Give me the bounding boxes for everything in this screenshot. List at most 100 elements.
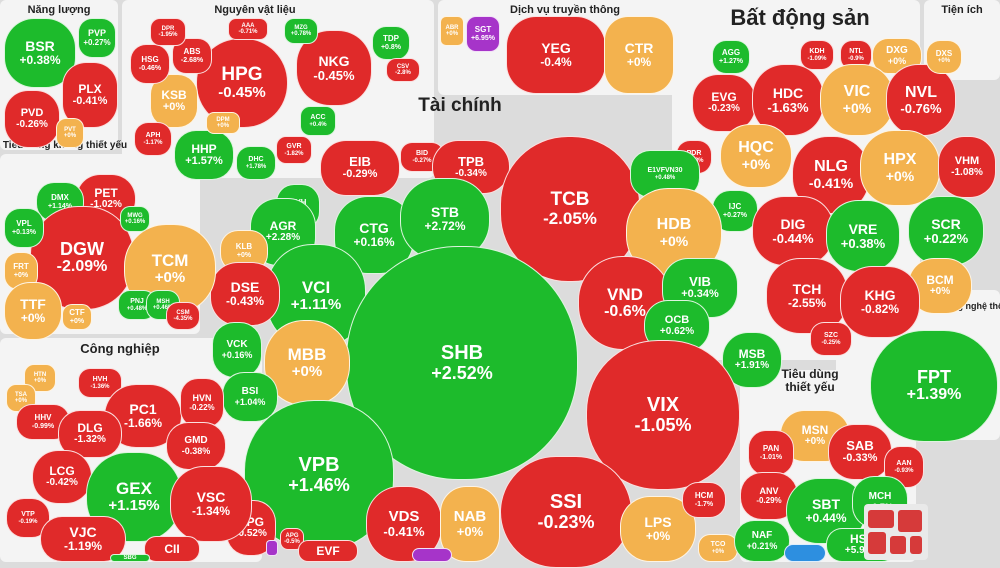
heatmap-cell-csm[interactable]: CSM -4.35% xyxy=(166,302,200,330)
heatmap-cell-ttf[interactable]: TTF +0% xyxy=(4,282,62,340)
heatmap-cell-khg[interactable]: KHG -0.82% xyxy=(840,266,920,338)
cell-ticker: SBG xyxy=(123,554,137,561)
brand-logo-icon xyxy=(868,510,922,554)
heatmap-cell-scr[interactable]: SCR +0.22% xyxy=(908,196,984,266)
cell-ticker: PNJ xyxy=(130,298,144,306)
floor-tile xyxy=(784,544,826,562)
heatmap-cell-tdp[interactable]: TDP +0.8% xyxy=(372,26,410,60)
heatmap-cell-hcm[interactable]: HCM -1.7% xyxy=(682,482,726,518)
heatmap-cell-gvr[interactable]: GVR -1.82% xyxy=(276,136,312,164)
heatmap-cell-acc[interactable]: ACC +0.4% xyxy=(300,106,336,136)
heatmap-cell-hsg[interactable]: HSG -0.46% xyxy=(130,44,170,84)
heatmap-cell-csv[interactable]: CSV -2.8% xyxy=(386,58,420,82)
cell-change: +0% xyxy=(291,363,323,381)
heatmap-cell-bsi[interactable]: BSI +1.04% xyxy=(222,372,278,422)
heatmap-cell-lcg[interactable]: LCG -0.42% xyxy=(32,450,92,504)
heatmap-cell-nvl[interactable]: NVL -0.76% xyxy=(886,64,956,136)
cell-change: -0.82% xyxy=(860,302,900,317)
heatmap-cell-nkg[interactable]: NKG -0.45% xyxy=(296,30,372,106)
heatmap-cell-cii[interactable]: CII xyxy=(144,536,200,562)
cell-ticker: VPL xyxy=(16,219,32,229)
sector-title: Tài chính xyxy=(418,95,502,116)
heatmap-cell-naf[interactable]: NAF +0.21% xyxy=(734,520,790,562)
heatmap-cell-mwg[interactable]: MWG +0.16% xyxy=(120,206,150,232)
heatmap-cell-tch[interactable]: TCH -2.55% xyxy=(766,258,848,334)
cell-ticker: HCM xyxy=(694,491,714,501)
cell-change: +0% xyxy=(33,378,47,384)
cell-ticker: VSC xyxy=(196,489,226,506)
heatmap-cell-pvp[interactable]: PVP +0.27% xyxy=(78,18,116,58)
heatmap-cell-tco[interactable]: TCO +0% xyxy=(698,534,738,562)
heatmap-cell-hpx[interactable]: HPX +0% xyxy=(860,130,940,206)
cell-ticker: HHV xyxy=(34,413,52,423)
heatmap-cell-vhm[interactable]: VHM -1.08% xyxy=(938,136,996,198)
cell-ticker: VJC xyxy=(69,524,97,541)
cell-change: +1.04% xyxy=(234,396,266,407)
heatmap-cell-yeg[interactable]: YEG -0.4% xyxy=(506,16,606,94)
heatmap-cell-evf[interactable]: EVF xyxy=(298,540,358,562)
heatmap-cell-sgt[interactable]: SGT +6.95% xyxy=(466,16,500,52)
heatmap-cell-vix[interactable]: VIX -1.05% xyxy=(586,340,740,490)
heatmap-cell-mbb[interactable]: MBB +0% xyxy=(264,320,350,406)
heatmap-cell-plx[interactable]: PLX -0.41% xyxy=(62,62,118,128)
heatmap-cell-hqc[interactable]: HQC +0% xyxy=(720,124,792,188)
heatmap-cell-sbg[interactable]: SBG xyxy=(110,554,150,562)
sector-title: Bất động sản xyxy=(730,5,870,30)
heatmap-cell-dpm[interactable]: DPM +0% xyxy=(206,112,240,134)
heatmap-cell-abr[interactable]: ABR +0% xyxy=(440,16,464,46)
cell-ticker: CTR xyxy=(624,40,654,57)
heatmap-cell-ctr[interactable]: CTR +0% xyxy=(604,16,674,94)
heatmap-cell-vsc[interactable]: VSC -1.34% xyxy=(170,466,252,542)
heatmap-cell-vre[interactable]: VRE +0.38% xyxy=(826,200,900,272)
cell-ticker: DMX xyxy=(51,193,69,203)
cell-ticker: PDR xyxy=(686,150,702,158)
cell-ticker: TCO xyxy=(710,541,726,549)
heatmap-cell-anv[interactable]: ANV -0.29% xyxy=(740,472,798,520)
heatmap-cell-pvd[interactable]: PVD -0.26% xyxy=(4,90,60,148)
cell-ticker: NVL xyxy=(905,83,937,101)
heatmap-cell-mzg[interactable]: MZG +0.78% xyxy=(284,18,318,44)
heatmap-cell-dhc[interactable]: DHC +1.78% xyxy=(236,146,276,180)
heatmap-cell-shb[interactable]: SHB +2.52% xyxy=(346,246,578,480)
heatmap-cell-pvt[interactable]: PVT +0% xyxy=(56,118,84,148)
cell-change: -1.32% xyxy=(74,434,106,446)
heatmap-cell-ctf[interactable]: CTF +0% xyxy=(62,304,92,330)
heatmap-cell-gmd[interactable]: GMD -0.38% xyxy=(166,422,226,470)
heatmap-cell-sab[interactable]: SAB -0.33% xyxy=(828,424,892,480)
heatmap-cell-dpr[interactable]: DPR -1.95% xyxy=(150,18,186,46)
cell-ticker: CSV xyxy=(396,63,410,70)
heatmap-cell-dxs[interactable]: DXS +0% xyxy=(926,40,962,74)
cell-ticker: TCB xyxy=(550,189,590,211)
heatmap-cell-aaa[interactable]: AAA -0.71% xyxy=(228,18,268,40)
heatmap-cell-hhp[interactable]: HHP +1.57% xyxy=(174,130,234,180)
heatmap-cell-eib[interactable]: EIB -0.29% xyxy=(320,140,400,196)
heatmap-cell-vck[interactable]: VCK +0.16% xyxy=(212,322,262,378)
heatmap-cell-aph[interactable]: APH -1.17% xyxy=(134,122,172,156)
heatmap-cell-hvn[interactable]: HVN -0.22% xyxy=(180,378,224,428)
cell-ticker: GVR xyxy=(286,143,302,151)
sector-title: Tiện ích xyxy=(941,4,983,16)
cell-ticker: SBT xyxy=(812,496,840,513)
heatmap-cell-vpl[interactable]: VPL +0.13% xyxy=(4,208,44,248)
heatmap-cell-pan[interactable]: PAN -1.01% xyxy=(748,430,794,476)
cell-ticker: TCH xyxy=(792,281,822,298)
heatmap-cell-dig[interactable]: DIG -0.44% xyxy=(752,196,834,266)
heatmap-cell-evg[interactable]: EVG -0.23% xyxy=(692,74,756,132)
cell-change: -0.6% xyxy=(604,302,646,320)
heatmap-cell-abs[interactable]: ABS -2.68% xyxy=(172,38,212,74)
cell-ticker: AGG xyxy=(721,48,741,58)
cell-ticker: OCB xyxy=(664,313,690,326)
heatmap-cell-fpt[interactable]: FPT +1.39% xyxy=(870,330,998,442)
heatmap-cell-ksb[interactable]: KSB +0% xyxy=(150,74,198,128)
cell-change: +0.44% xyxy=(805,511,847,526)
heatmap-cell-ssi[interactable]: SSI -0.23% xyxy=(500,456,632,568)
cell-change: +0.62% xyxy=(659,325,695,337)
heatmap-cell-agg[interactable]: AGG +1.27% xyxy=(712,40,750,74)
cell-ticker: TDP xyxy=(383,34,399,44)
heatmap-cell-kdh[interactable]: KDH -1.09% xyxy=(800,40,834,70)
heatmap-cell-apg[interactable]: APG -0.5% xyxy=(280,528,304,550)
heatmap-cell-dse[interactable]: DSE -0.43% xyxy=(210,262,280,326)
heatmap-cell-szc[interactable]: SZC -0.25% xyxy=(810,322,852,356)
sector-title: Nguyên vật liệu xyxy=(214,4,296,16)
heatmap-cell-vic[interactable]: VIC +0% xyxy=(820,64,894,136)
